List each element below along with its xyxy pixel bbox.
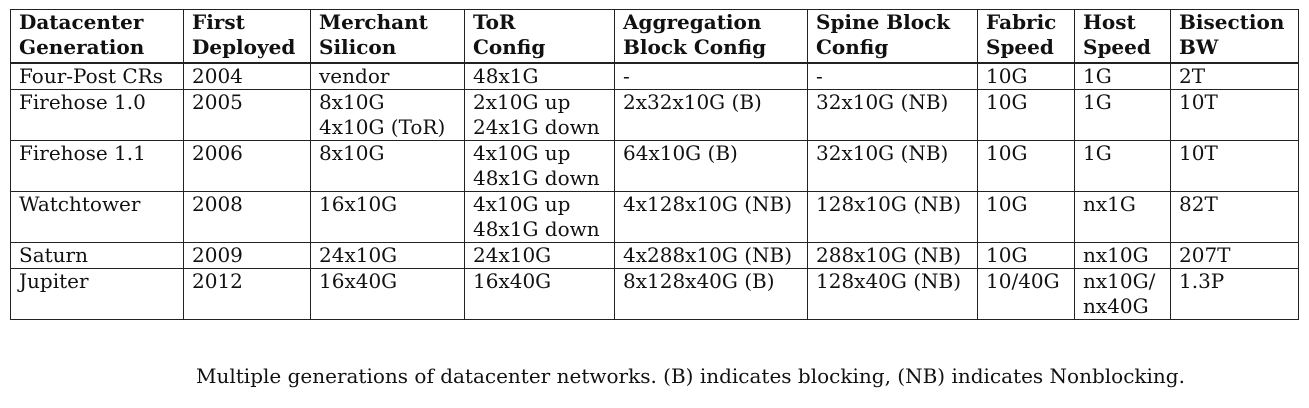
cell-generation: Firehose 1.0 bbox=[10, 89, 184, 141]
cell-merchant-silicon: 16x40G bbox=[310, 268, 465, 320]
table-row: Watchtower 2008 16x10G 4x10G up 48x1G do… bbox=[10, 191, 1299, 243]
header-row: Datacenter Generation First Deployed Mer… bbox=[10, 9, 1299, 64]
cell-fabric-speed: 10G bbox=[977, 191, 1075, 243]
cell-merchant-silicon: 24x10G bbox=[310, 242, 465, 269]
datacenter-generations-table: Datacenter Generation First Deployed Mer… bbox=[10, 9, 1299, 320]
cell-spine-block-config: 288x10G (NB) bbox=[807, 242, 978, 269]
cell-generation: Firehose 1.1 bbox=[10, 140, 184, 192]
cell-tor-config: 24x10G bbox=[464, 242, 615, 269]
cell-first-deployed: 2012 bbox=[183, 268, 311, 320]
cell-tor-config: 48x1G bbox=[464, 62, 615, 90]
cell-aggregation-block-config: - bbox=[614, 62, 808, 90]
header-aggregation-block-config: Aggregation Block Config bbox=[614, 9, 808, 64]
cell-host-speed: nx10G/ nx40G bbox=[1074, 268, 1171, 320]
cell-merchant-silicon: 16x10G bbox=[310, 191, 465, 243]
cell-bisection-bw: 10T bbox=[1170, 89, 1299, 141]
cell-tor-config: 4x10G up 48x1G down bbox=[464, 191, 615, 243]
cell-host-speed: nx1G bbox=[1074, 191, 1171, 243]
cell-first-deployed: 2005 bbox=[183, 89, 311, 141]
cell-merchant-silicon: 8x10G 4x10G (ToR) bbox=[310, 89, 465, 141]
cell-bisection-bw: 2T bbox=[1170, 62, 1299, 90]
cell-fabric-speed: 10G bbox=[977, 140, 1075, 192]
cell-host-speed: 1G bbox=[1074, 140, 1171, 192]
cell-bisection-bw: 82T bbox=[1170, 191, 1299, 243]
table-row: Four-Post CRs 2004 vendor 48x1G - - 10G … bbox=[10, 62, 1299, 90]
header-fabric-speed: Fabric Speed bbox=[977, 9, 1075, 64]
cell-generation: Jupiter bbox=[10, 268, 184, 320]
cell-aggregation-block-config: 4x288x10G (NB) bbox=[614, 242, 808, 269]
header-spine-block-config: Spine Block Config bbox=[807, 9, 978, 64]
cell-spine-block-config: 128x40G (NB) bbox=[807, 268, 978, 320]
cell-generation: Watchtower bbox=[10, 191, 184, 243]
table-row: Firehose 1.1 2006 8x10G 4x10G up 48x1G d… bbox=[10, 140, 1299, 192]
cell-host-speed: nx10G bbox=[1074, 242, 1171, 269]
table-row: Jupiter 2012 16x40G 16x40G 8x128x40G (B)… bbox=[10, 268, 1299, 320]
cell-spine-block-config: 32x10G (NB) bbox=[807, 89, 978, 141]
cell-fabric-speed: 10/40G bbox=[977, 268, 1075, 320]
cell-aggregation-block-config: 64x10G (B) bbox=[614, 140, 808, 192]
cell-aggregation-block-config: 2x32x10G (B) bbox=[614, 89, 808, 141]
cell-bisection-bw: 1.3P bbox=[1170, 268, 1299, 320]
cell-first-deployed: 2009 bbox=[183, 242, 311, 269]
cell-generation: Saturn bbox=[10, 242, 184, 269]
cell-spine-block-config: 32x10G (NB) bbox=[807, 140, 978, 192]
cell-spine-block-config: - bbox=[807, 62, 978, 90]
header-tor-config: ToR Config bbox=[464, 9, 615, 64]
header-bisection-bw: Bisection BW bbox=[1170, 9, 1299, 64]
cell-first-deployed: 2008 bbox=[183, 191, 311, 243]
cell-bisection-bw: 10T bbox=[1170, 140, 1299, 192]
cell-host-speed: 1G bbox=[1074, 89, 1171, 141]
table-caption: Multiple generations of datacenter netwo… bbox=[196, 364, 1185, 388]
cell-bisection-bw: 207T bbox=[1170, 242, 1299, 269]
cell-merchant-silicon: vendor bbox=[310, 62, 465, 90]
table-header: Datacenter Generation First Deployed Mer… bbox=[10, 9, 1299, 64]
cell-fabric-speed: 10G bbox=[977, 62, 1075, 90]
cell-merchant-silicon: 8x10G bbox=[310, 140, 465, 192]
cell-first-deployed: 2006 bbox=[183, 140, 311, 192]
cell-first-deployed: 2004 bbox=[183, 62, 311, 90]
cell-aggregation-block-config: 4x128x10G (NB) bbox=[614, 191, 808, 243]
header-datacenter-generation: Datacenter Generation bbox=[10, 9, 184, 64]
generations-table-wrapper: Datacenter Generation First Deployed Mer… bbox=[10, 9, 1299, 320]
header-merchant-silicon: Merchant Silicon bbox=[310, 9, 465, 64]
table-row: Firehose 1.0 2005 8x10G 4x10G (ToR) 2x10… bbox=[10, 89, 1299, 141]
cell-tor-config: 16x40G bbox=[464, 268, 615, 320]
cell-tor-config: 2x10G up 24x1G down bbox=[464, 89, 615, 141]
cell-fabric-speed: 10G bbox=[977, 89, 1075, 141]
cell-fabric-speed: 10G bbox=[977, 242, 1075, 269]
header-host-speed: Host Speed bbox=[1074, 9, 1171, 64]
table-row: Saturn 2009 24x10G 24x10G 4x288x10G (NB)… bbox=[10, 242, 1299, 269]
cell-generation: Four-Post CRs bbox=[10, 62, 184, 90]
cell-spine-block-config: 128x10G (NB) bbox=[807, 191, 978, 243]
header-first-deployed: First Deployed bbox=[183, 9, 311, 64]
cell-host-speed: 1G bbox=[1074, 62, 1171, 90]
cell-tor-config: 4x10G up 48x1G down bbox=[464, 140, 615, 192]
cell-aggregation-block-config: 8x128x40G (B) bbox=[614, 268, 808, 320]
table-body: Four-Post CRs 2004 vendor 48x1G - - 10G … bbox=[10, 62, 1299, 320]
